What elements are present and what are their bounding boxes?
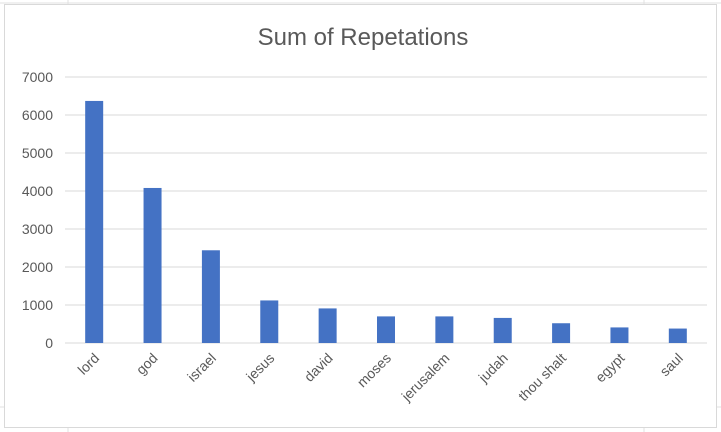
- y-axis-ticks: 0 1000 2000 3000 4000 5000 6000 7000: [22, 69, 53, 351]
- bar-saul[interactable]: [668, 328, 687, 343]
- y-tick-label: 5000: [22, 145, 53, 161]
- chart-title: Sum of Repetations: [258, 24, 469, 51]
- y-tick-label: 0: [45, 335, 53, 351]
- bar-lord[interactable]: [85, 100, 104, 343]
- bars: [85, 100, 687, 343]
- y-tick-label: 1000: [22, 297, 53, 313]
- y-tick-label: 7000: [22, 69, 53, 85]
- y-tick-label: 4000: [22, 183, 53, 199]
- x-category-label: moses: [354, 350, 394, 390]
- bar-david[interactable]: [318, 308, 337, 343]
- bar-egypt[interactable]: [610, 327, 629, 343]
- x-category-label: god: [133, 350, 161, 378]
- x-category-label: egypt: [592, 350, 628, 386]
- x-category-label: jesus: [242, 350, 277, 385]
- x-category-label: israel: [184, 350, 219, 385]
- x-category-label: saul: [656, 350, 685, 379]
- y-tick-label: 3000: [22, 221, 53, 237]
- x-category-label: judah: [475, 350, 511, 386]
- x-category-label: lord: [74, 350, 102, 378]
- bar-jerusalem[interactable]: [435, 316, 454, 343]
- bar-judah[interactable]: [493, 317, 512, 343]
- bar-israel[interactable]: [201, 250, 220, 343]
- bar-jesus[interactable]: [260, 300, 279, 343]
- bar-chart: Sum of Repetations 0 1000 2000 3000 4000 5000…: [22, 24, 707, 405]
- chart-area[interactable]: Sum of Repetations 0 1000 2000 3000 4000 5000…: [4, 4, 717, 428]
- bar-god[interactable]: [143, 187, 162, 343]
- y-tick-label: 2000: [22, 259, 53, 275]
- x-axis-categories: lord god israel jesus david moses jerusalem jud…: [74, 350, 685, 405]
- x-category-label: thou shalt: [515, 350, 569, 404]
- bar-thou-shalt[interactable]: [552, 323, 571, 343]
- y-tick-label: 6000: [22, 107, 53, 123]
- x-category-label: david: [301, 350, 336, 385]
- x-category-label: jerusalem: [398, 350, 453, 405]
- bar-moses[interactable]: [377, 316, 395, 343]
